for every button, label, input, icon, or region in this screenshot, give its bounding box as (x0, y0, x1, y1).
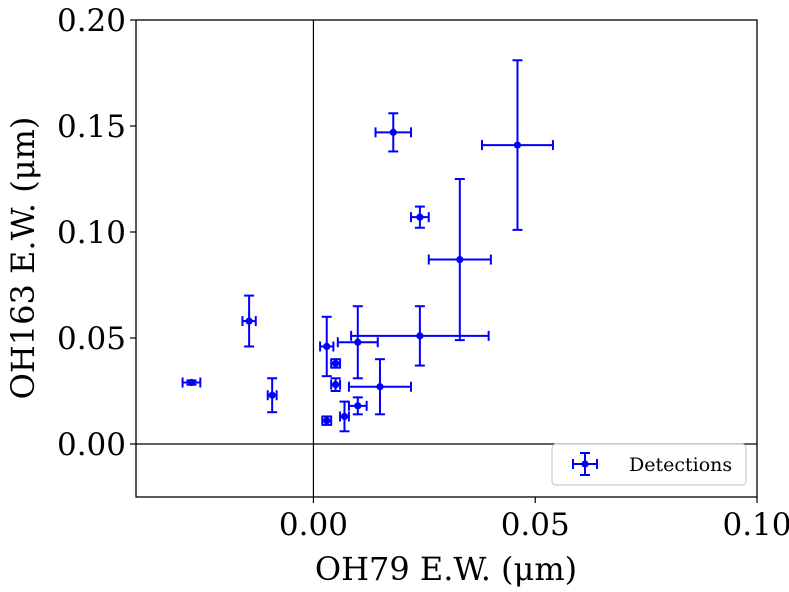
y-tick-label: 0.20 (57, 3, 126, 39)
point-marker (187, 378, 196, 387)
data-point (410, 205, 430, 229)
data-point (339, 400, 350, 433)
data-point (241, 294, 257, 348)
point-marker (513, 141, 522, 149)
x-tick-label: 0.00 (279, 507, 348, 543)
data-point (319, 315, 335, 378)
data-point (374, 112, 413, 153)
x-axis-ticks: 0.00 0.05 0.10 (279, 497, 789, 543)
legend-entry-detections: Detections (629, 454, 732, 476)
point-marker (354, 338, 362, 346)
data-point (427, 178, 492, 342)
y-tick-label: 0.10 (57, 215, 126, 251)
point-marker (416, 213, 424, 221)
data-point (266, 377, 278, 414)
point-marker (268, 391, 276, 399)
x-tick-label: 0.05 (501, 507, 570, 543)
data-point (181, 377, 202, 388)
point-marker (332, 381, 340, 389)
data-point (350, 305, 490, 367)
y-tick-label: 0.15 (57, 109, 126, 145)
data-point (330, 377, 342, 392)
plot-frame (135, 19, 758, 498)
legend-marker (572, 452, 598, 476)
point-marker (332, 359, 340, 368)
y-axis-label: OH163 E.W. (μm) (4, 117, 42, 400)
point-marker (376, 383, 384, 391)
point-marker (323, 417, 331, 425)
point-marker (456, 255, 464, 264)
data-point (347, 396, 368, 416)
x-tick-label: 0.10 (722, 507, 789, 543)
legend-point (581, 460, 589, 468)
point-marker (354, 402, 362, 410)
point-marker (389, 128, 397, 136)
data-point (321, 415, 333, 426)
data-point (330, 358, 342, 369)
data-point (347, 358, 413, 416)
point-marker (340, 412, 349, 421)
x-axis-label: OH79 E.W. (μm) (315, 550, 577, 588)
y-tick-label: 0.00 (57, 427, 126, 463)
legend: Detections (551, 443, 747, 486)
point-marker (416, 332, 424, 340)
point-marker (323, 342, 331, 351)
data-point (336, 305, 379, 380)
y-tick-label: 0.05 (57, 321, 126, 357)
data-points (181, 59, 554, 433)
y-axis-ticks: 0.00 0.05 0.10 0.15 0.20 (57, 3, 136, 463)
point-marker (245, 317, 253, 325)
data-point (480, 59, 554, 231)
legend-box (551, 443, 747, 486)
